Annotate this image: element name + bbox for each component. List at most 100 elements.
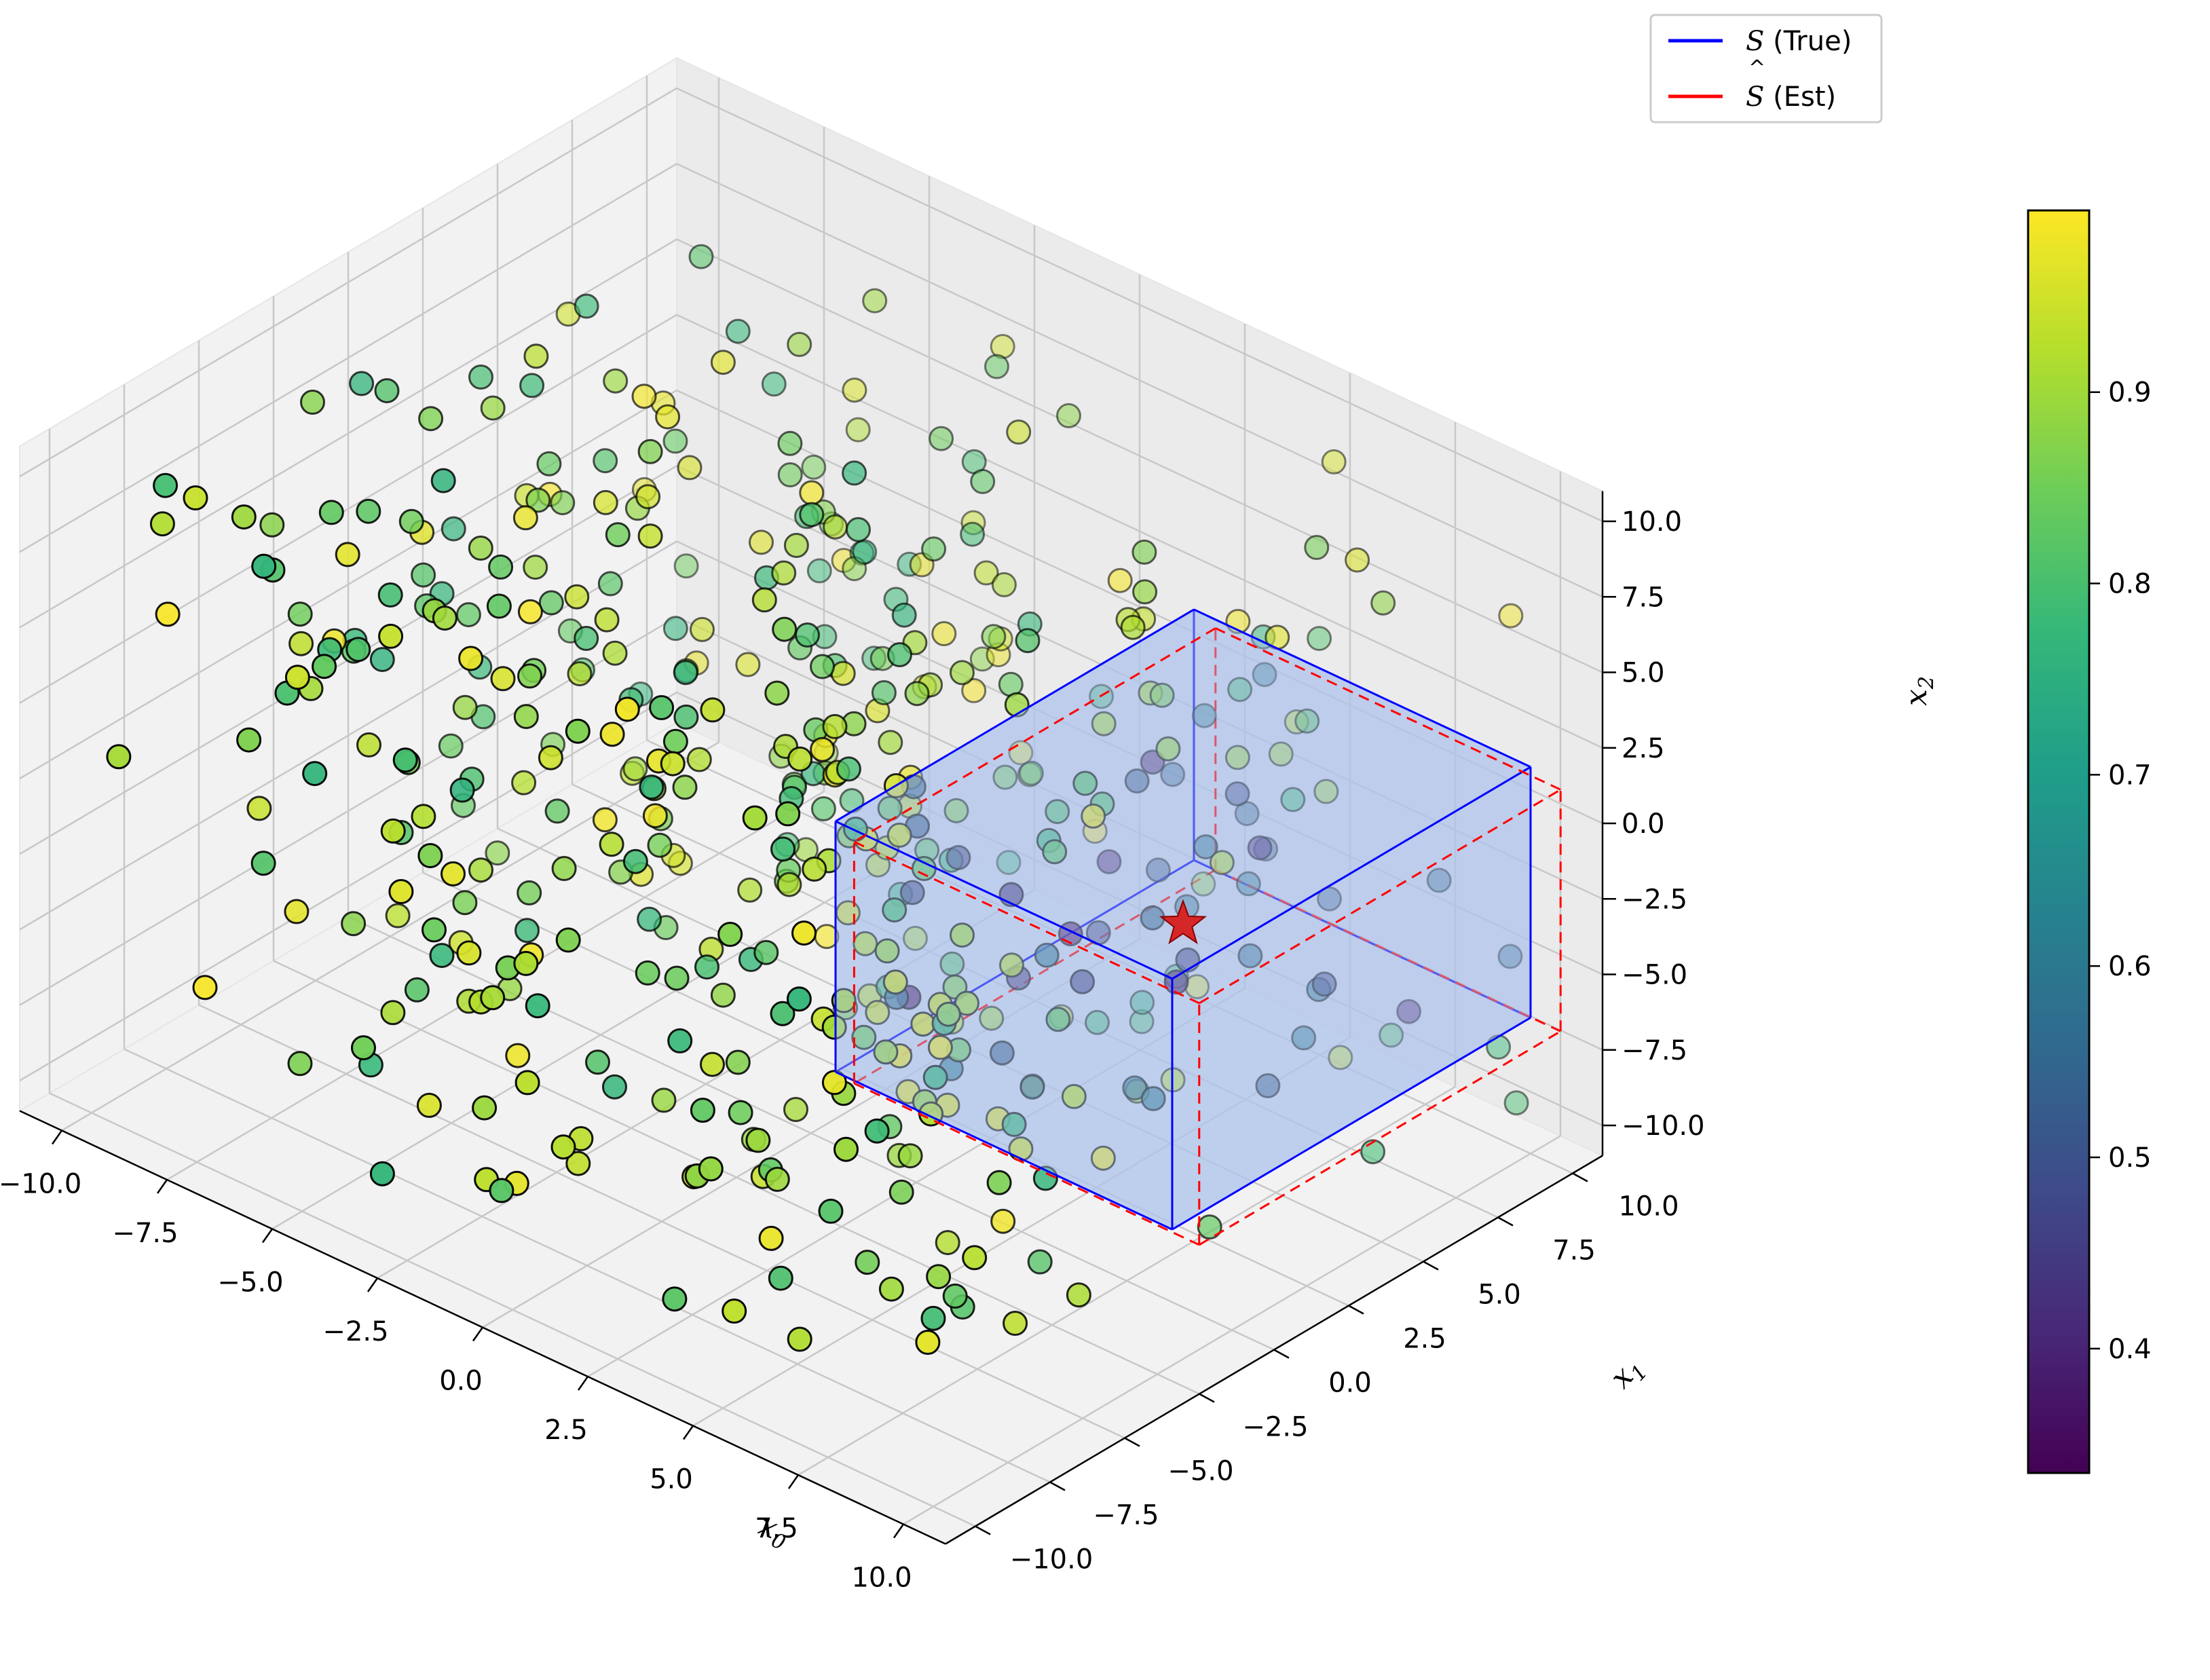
scatter-point	[753, 939, 779, 965]
scatter-point	[737, 877, 763, 903]
scatter-point	[1304, 535, 1330, 560]
x2-tick-label: −2.5	[1622, 884, 1687, 915]
scatter-point	[1034, 942, 1060, 968]
scatter-point	[677, 455, 703, 481]
x2-tick-label: 0.0	[1622, 808, 1665, 840]
scatter-point	[631, 384, 657, 409]
scatter-point	[565, 1151, 591, 1176]
scatter-point	[1252, 662, 1277, 688]
scatter-point	[758, 1225, 784, 1251]
scatter-point	[377, 582, 403, 608]
grid-line	[49, 1092, 976, 1527]
scatter-point	[517, 880, 542, 906]
scatter-point	[874, 938, 900, 964]
scatter-point	[374, 378, 400, 404]
scatter-point	[725, 318, 751, 344]
scatter-point	[775, 801, 801, 827]
scatter-point	[490, 666, 516, 692]
scatter-point	[513, 704, 539, 730]
colorbar-gradient	[2027, 209, 2091, 1474]
colorbar-tick-label: 0.6	[2108, 951, 2152, 982]
scatter-point	[349, 371, 375, 396]
scatter-point	[538, 590, 564, 616]
scatter-point	[1091, 711, 1117, 736]
x2-tick-label: 2.5	[1622, 733, 1665, 764]
true-box-edge	[835, 1070, 1173, 1231]
scatter-point	[929, 426, 954, 451]
scatter-point	[523, 555, 548, 580]
grid-line	[676, 163, 1603, 598]
scatter-point	[926, 1264, 952, 1290]
scatter-point	[597, 571, 623, 597]
scatter-point	[810, 736, 836, 762]
scatter-point	[878, 1276, 904, 1302]
scatter-point	[922, 1064, 948, 1090]
grid-line	[676, 314, 1603, 749]
box-front-edges	[834, 608, 1562, 1246]
scatter-point	[655, 404, 681, 430]
scatter-point	[673, 660, 698, 686]
scatter-point	[378, 623, 404, 649]
scatter-point	[614, 696, 640, 722]
scatter-point	[1018, 760, 1044, 786]
scatter-point	[821, 1070, 847, 1096]
scatter-point	[852, 539, 878, 565]
scatter-point	[1096, 849, 1122, 874]
scatter-point	[725, 1049, 751, 1075]
scatter-point	[710, 982, 736, 1008]
scatter-point	[831, 988, 857, 1013]
scatter-point	[404, 977, 430, 1003]
est-box-edge	[853, 1082, 1200, 1246]
scatter-point	[1193, 834, 1218, 860]
scatter-point	[511, 770, 537, 796]
x0-tick	[577, 1376, 589, 1391]
scatter-point	[231, 504, 257, 530]
scatter-point	[369, 1161, 395, 1187]
scatter-point	[1155, 736, 1181, 762]
scatter-point	[1191, 871, 1216, 897]
legend-hat-glyph: ^	[1748, 56, 1765, 80]
scatter-point	[1345, 547, 1370, 573]
x0-tick	[367, 1277, 379, 1292]
scatter-point	[853, 931, 878, 956]
scatter-point	[1124, 768, 1150, 794]
true-box-face	[836, 821, 1172, 1230]
scatter-point	[1149, 682, 1175, 708]
scatter-point	[593, 489, 618, 515]
scatter-point	[599, 832, 624, 857]
scatter-point	[799, 502, 825, 527]
x0-tick	[893, 1523, 905, 1539]
scatter-point	[722, 1299, 747, 1324]
scatter-point	[822, 713, 848, 739]
scatter-point	[662, 616, 688, 641]
scatter-point	[555, 927, 581, 953]
scatter-point	[605, 522, 631, 548]
scatter-point	[429, 943, 455, 969]
x0-tick-label: 10.0	[851, 1563, 912, 1594]
scatter-point	[1370, 590, 1396, 616]
scatter-point	[823, 514, 848, 540]
scatter-point	[991, 572, 1017, 597]
scatter-point	[1090, 1145, 1116, 1171]
x1-tick-label: −10.0	[1010, 1544, 1093, 1575]
scatter-point	[1045, 799, 1070, 825]
scatter-point	[637, 906, 662, 932]
scatter-point	[1027, 1249, 1053, 1275]
scatter-point	[992, 764, 1018, 790]
grid-line	[19, 314, 677, 704]
scatter-point	[635, 484, 661, 510]
scatter-point	[380, 818, 406, 844]
scatter-point	[1503, 1090, 1529, 1116]
true-box-face	[836, 609, 1531, 979]
scatter-point	[1107, 567, 1133, 593]
scatter-point	[673, 553, 699, 579]
scatter-point	[942, 1283, 968, 1309]
scatter-point	[787, 1326, 812, 1352]
x1-tick-label: 10.0	[1618, 1191, 1679, 1222]
axes-grid	[19, 75, 1603, 1527]
x1-tick-label: −7.5	[1093, 1500, 1159, 1531]
scatter-point	[649, 695, 675, 720]
scatter-point	[787, 746, 813, 772]
scatter-point	[550, 490, 576, 516]
